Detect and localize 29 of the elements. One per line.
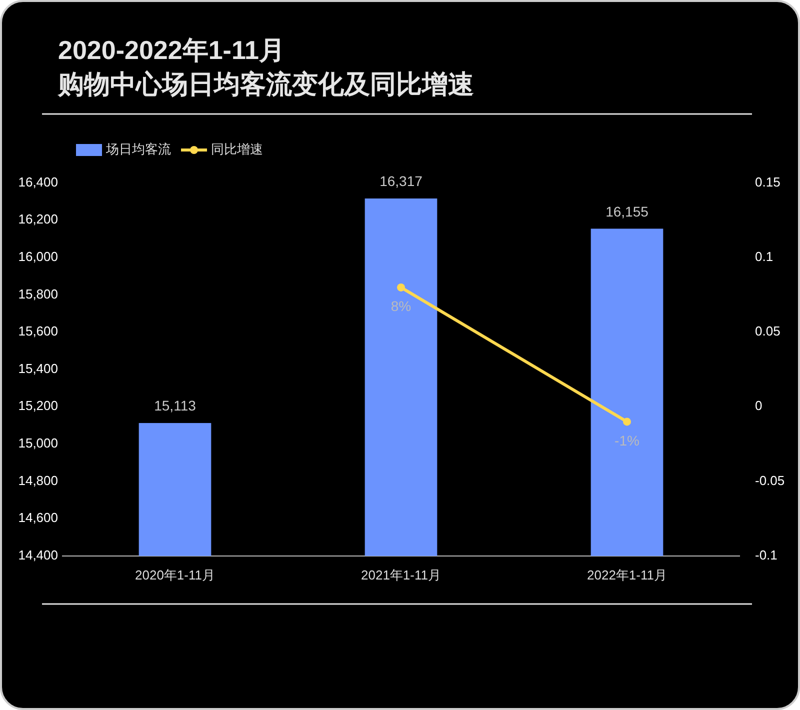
y-tick-label: 15,200 xyxy=(18,398,58,414)
y-tick-label: 16,000 xyxy=(18,249,58,264)
y2-tick-label: -0.1 xyxy=(755,547,778,562)
y-tick-label: 14,800 xyxy=(18,472,58,488)
y2-tick-label: 0.15 xyxy=(755,174,780,190)
y2-tick-label: 0 xyxy=(755,398,762,414)
x-tick-label: 2021年1-11月 xyxy=(361,567,441,582)
data-label: 15,113 xyxy=(154,398,196,414)
data-label: 8% xyxy=(390,298,412,314)
chart-subtitle: 购物中心场日均客流变化及同比增速 xyxy=(57,68,474,99)
y-tick-label: 15,600 xyxy=(18,324,58,339)
y-tick-label: 15,400 xyxy=(18,360,58,376)
y-tick-label: 14,400 xyxy=(18,547,58,562)
y2-tick-label: 0.05 xyxy=(755,324,780,339)
x-tick-label: 2022年1-11月 xyxy=(587,567,667,582)
y2-tick-label: 0.1 xyxy=(755,249,774,264)
x-tick-label: 2020年1-11月 xyxy=(135,567,215,582)
y-tick-label: 15,000 xyxy=(18,436,58,451)
y-tick-label: 16,400 xyxy=(18,174,58,190)
y-tick-label: 16,200 xyxy=(18,212,58,227)
chart-title: 2020-2022年1-11月 xyxy=(58,34,285,65)
legend-label: 同比增速 xyxy=(211,141,263,156)
data-label: 16,155 xyxy=(606,203,649,220)
y2-tick-label: -0.05 xyxy=(755,472,785,488)
data-label: 16,317 xyxy=(380,173,423,190)
data-label: -1% xyxy=(614,432,640,448)
y-tick-label: 15,800 xyxy=(18,286,58,302)
legend-label: 场日均客流 xyxy=(105,141,171,156)
y-tick-label: 14,600 xyxy=(18,510,58,526)
